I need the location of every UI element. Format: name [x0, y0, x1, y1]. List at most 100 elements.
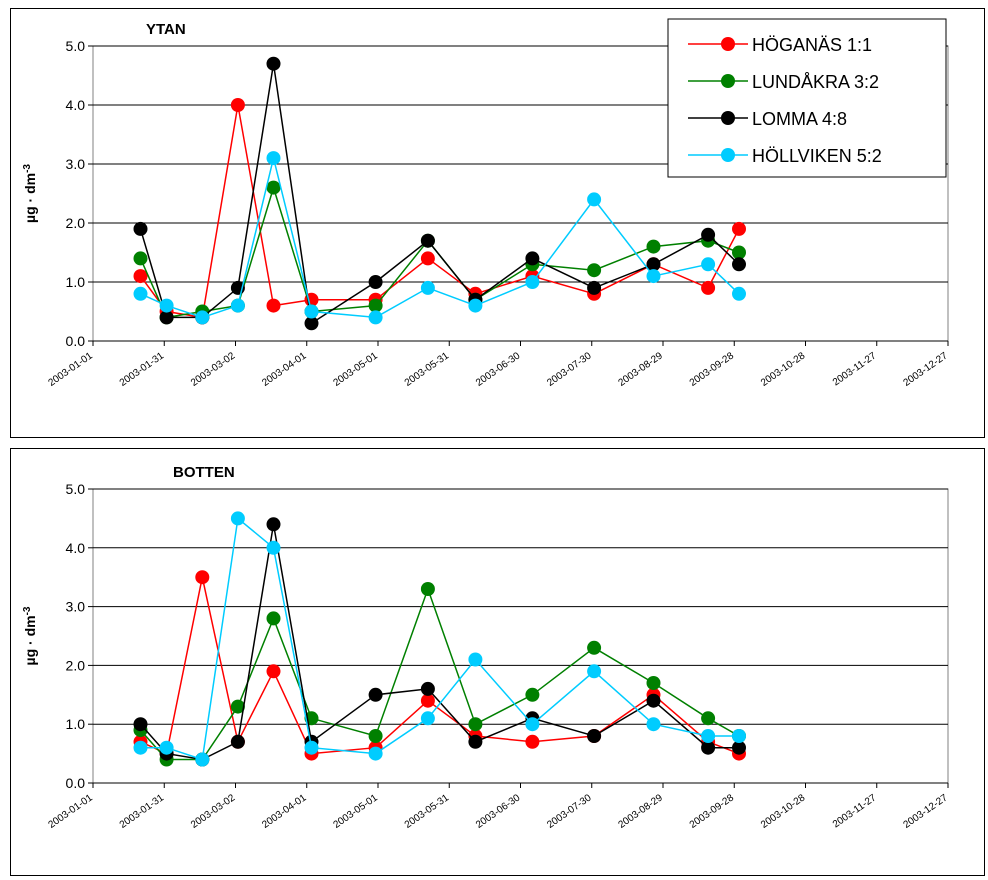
- y-tick-label: 5.0: [66, 481, 86, 497]
- data-point: [368, 298, 383, 313]
- data-point: [525, 734, 540, 749]
- data-point: [525, 251, 540, 266]
- x-tick-label: 2003-05-01: [332, 350, 381, 389]
- data-point: [266, 151, 281, 166]
- data-point: [646, 717, 661, 732]
- data-point: [646, 269, 661, 284]
- x-tick-label: 2003-01-31: [118, 350, 167, 389]
- legend-box: [667, 18, 947, 178]
- data-point: [587, 664, 602, 679]
- series-line: [140, 577, 740, 755]
- series-line: [139, 63, 740, 325]
- x-tick-label: 2003-05-01: [332, 792, 381, 831]
- x-tick-label: 2003-07-30: [545, 350, 594, 389]
- y-tick-label: 1.0: [66, 716, 86, 732]
- series-line: [140, 516, 739, 761]
- data-point: [133, 286, 148, 301]
- data-point: [420, 251, 435, 266]
- x-tick-label: 2003-03-02: [189, 792, 238, 831]
- data-point: [732, 257, 746, 272]
- x-tick-label: 2003-01-01: [47, 350, 96, 389]
- data-point: [368, 687, 383, 702]
- data-point: [468, 652, 483, 667]
- x-tick-label: 2003-01-31: [118, 792, 167, 831]
- data-point: [587, 192, 602, 207]
- data-point: [195, 310, 210, 325]
- series-line: [139, 104, 740, 319]
- data-point: [304, 740, 319, 755]
- legend: HÖGANÄS 1:1 LUNDÅKRA 3:2 LOMMA 4:8 HÖLLVIKE…: [667, 18, 947, 178]
- data-point: [368, 729, 383, 743]
- y-tick-label: 2.0: [66, 657, 86, 673]
- chart-title: BOTTEN: [173, 464, 235, 481]
- data-point: [159, 740, 174, 755]
- legend-swatch-marker: [721, 148, 735, 162]
- data-point: [368, 275, 383, 289]
- chart-title: YTAN: [146, 21, 186, 38]
- y-axis-label-superscript: -3: [22, 606, 33, 615]
- legend-entry: LOMMA 4:8: [752, 109, 847, 129]
- data-point: [468, 298, 483, 313]
- data-point: [195, 570, 210, 585]
- data-point: [701, 227, 716, 242]
- data-point: [732, 245, 746, 260]
- x-tick-label: 2003-12-27: [902, 792, 951, 831]
- data-point: [304, 316, 319, 331]
- legend-entry: HÖLLVIKEN 5:2: [752, 146, 882, 166]
- y-tick-label: 1.0: [66, 274, 86, 290]
- data-point: [230, 511, 245, 526]
- x-tick-label: 2003-11-27: [831, 350, 879, 388]
- data-point: [266, 664, 281, 679]
- data-point: [587, 280, 602, 295]
- data-point: [420, 681, 435, 696]
- y-tick-label: 5.0: [66, 38, 86, 54]
- x-tick-label: 2003-08-29: [617, 350, 666, 389]
- x-tick-label: 2003-05-31: [403, 792, 452, 831]
- y-tick-label: 4.0: [66, 97, 86, 113]
- data-point: [420, 711, 435, 726]
- x-tick-label: 2003-08-29: [617, 792, 666, 831]
- data-point: [732, 729, 746, 743]
- data-point: [646, 257, 661, 272]
- data-point: [195, 752, 210, 767]
- x-tick-label: 2003-03-02: [189, 350, 238, 389]
- chart-panel-botten: 0.0 1.0 2.0 3.0 4.0 5.0 2003-01-01 2003-01-31 20…: [10, 448, 985, 876]
- y-axis-label: µg · dm-3: [22, 606, 39, 665]
- data-point: [266, 517, 281, 532]
- x-tick-label: 2003-09-28: [688, 350, 737, 389]
- data-point: [266, 540, 281, 555]
- botten-chart: 0.0 1.0 2.0 3.0 4.0 5.0 2003-01-01 2003-01-31 20…: [22, 464, 951, 831]
- x-tick-label: 2003-04-01: [260, 792, 309, 831]
- y-tick-label: 4.0: [66, 540, 86, 556]
- data-point: [468, 734, 483, 749]
- data-point: [368, 746, 383, 761]
- data-point: [468, 717, 483, 732]
- y-tick-label: 2.0: [66, 215, 86, 231]
- data-point: [525, 717, 540, 732]
- data-point: [230, 298, 245, 313]
- series-line: [139, 586, 740, 761]
- data-point: [646, 239, 661, 254]
- data-point: [230, 98, 245, 112]
- data-point: [525, 687, 540, 702]
- data-point: [646, 676, 661, 690]
- data-point: [230, 734, 245, 749]
- x-tick-label: 2003-10-28: [759, 792, 808, 831]
- data-point: [266, 298, 281, 313]
- data-point: [133, 251, 148, 266]
- data-point: [420, 280, 435, 295]
- data-point: [420, 582, 435, 596]
- data-point: [701, 711, 716, 726]
- x-tick-label: 2003-12-27: [902, 350, 951, 389]
- y-axis-label-superscript: -3: [22, 164, 33, 173]
- data-point: [732, 221, 746, 236]
- data-point: [420, 233, 435, 248]
- data-point: [133, 269, 148, 284]
- x-tick-label: 2003-06-30: [474, 792, 523, 831]
- data-point: [701, 257, 716, 272]
- data-point: [266, 56, 281, 71]
- x-tick-label: 2003-06-30: [474, 350, 523, 389]
- data-point: [230, 699, 245, 714]
- data-point: [368, 310, 383, 325]
- data-point: [133, 221, 148, 236]
